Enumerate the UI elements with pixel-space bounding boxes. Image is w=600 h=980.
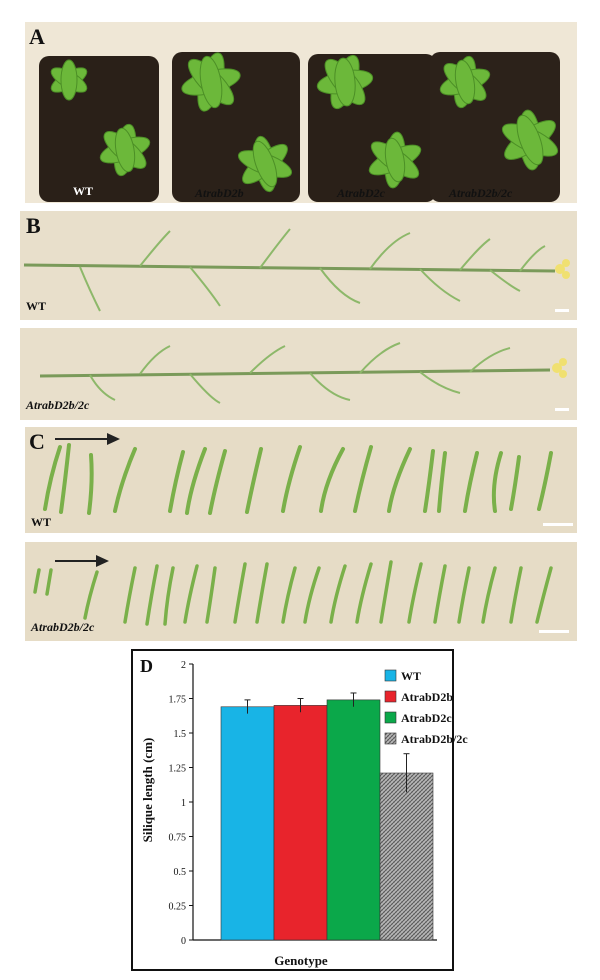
panel-c-top-photo: C WT — [25, 427, 577, 533]
row-label-mutant: AtrabD2b/2c — [31, 620, 95, 634]
genotype-label-2: AtrabD2b — [195, 186, 244, 200]
legend-label: AtrabD2b — [401, 690, 453, 704]
y-tick-label: 2 — [181, 660, 186, 671]
panel-letter-d: D — [140, 656, 153, 676]
scale-bar — [555, 309, 569, 312]
scale-bar — [543, 523, 573, 526]
bar-atrabd2b-2c — [379, 772, 434, 941]
legend-label: WT — [401, 669, 421, 683]
siliques-mutant — [33, 555, 553, 626]
panel-a-photo: A WT AtrabD2b AtrabD2c AtrabD2b/2c — [25, 22, 577, 203]
legend-swatch — [384, 711, 397, 724]
panel-letter-a: A — [29, 24, 45, 49]
panel-b-top-photo: B WT — [20, 211, 577, 320]
inflorescence-mutant — [39, 342, 567, 404]
scale-bar — [539, 630, 569, 633]
bar-wt — [220, 706, 275, 941]
silique-length-chart: D 0 0.25 0.5 0.75 1 1.25 1.5 1.75 2 WT AtrabD2b At… — [131, 649, 468, 971]
y-tick-label: 1.5 — [174, 729, 187, 740]
row-label-wt: WT — [26, 299, 47, 313]
bar-atrabd2b — [273, 705, 328, 941]
y-tick-label: 1.75 — [169, 695, 187, 706]
legend-swatch — [384, 732, 397, 745]
panel-letter-c: C — [29, 429, 45, 454]
legend-swatch — [384, 669, 397, 682]
panel-b-bottom-photo: AtrabD2b/2c — [20, 328, 577, 420]
plants-photo — [39, 52, 560, 202]
row-label-wt: WT — [31, 515, 52, 529]
x-axis-label: Genotype — [274, 953, 328, 968]
legend-label: AtrabD2b/2c — [401, 732, 468, 746]
y-tick-label: 1 — [181, 798, 186, 809]
legend-swatch — [384, 690, 397, 703]
y-axis-label: Silique length (cm) — [140, 738, 155, 843]
inflorescence-wt — [23, 228, 570, 312]
row-label-mutant: AtrabD2b/2c — [26, 398, 90, 412]
bar-atrabd2c — [326, 699, 381, 941]
genotype-label-1: WT — [73, 184, 94, 198]
y-tick-label: 1.25 — [169, 764, 187, 775]
genotype-label-3: AtrabD2c — [337, 186, 385, 200]
y-tick-label: 0.5 — [174, 867, 187, 878]
panel-letter-b: B — [26, 213, 41, 238]
panel-c-bottom-photo: AtrabD2b/2c — [25, 542, 577, 641]
genotype-label-4: AtrabD2b/2c — [449, 186, 513, 200]
siliques-wt — [43, 433, 553, 515]
y-tick-label: 0 — [181, 936, 186, 947]
scale-bar — [555, 408, 569, 411]
y-tick-label: 0.75 — [169, 833, 187, 844]
y-tick-label: 0.25 — [169, 902, 187, 913]
legend-label: AtrabD2c — [401, 711, 452, 725]
